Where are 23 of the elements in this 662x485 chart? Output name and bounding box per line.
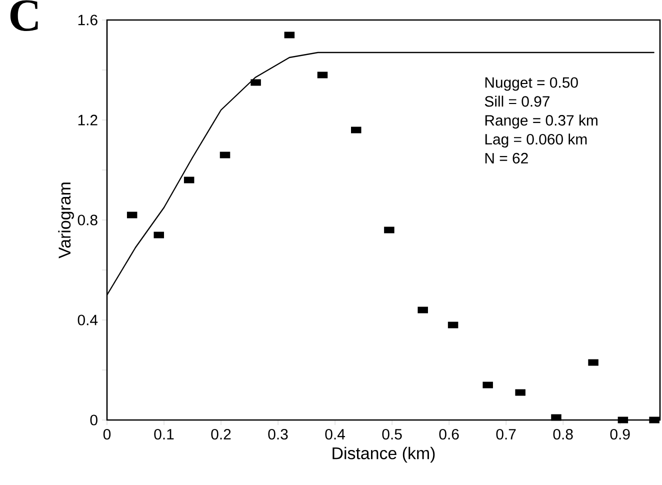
annotation: N = 62 xyxy=(485,152,528,164)
y-axis-title: Variogram xyxy=(58,182,74,258)
x-tick-label: 0 xyxy=(103,428,111,440)
annotation: Nugget = 0.50 xyxy=(485,77,578,91)
text: C xyxy=(10,0,38,31)
x-tick-label: 0.4 xyxy=(325,428,345,440)
y-tick-label: 0.8 xyxy=(78,214,98,226)
x-tick-label: 0.5 xyxy=(382,428,402,440)
y-tick-label: 0.4 xyxy=(78,314,98,326)
x-axis-title: Distance (km) xyxy=(332,446,435,463)
y-tick-label: 0 xyxy=(90,414,98,426)
annotation: Sill = 0.97 xyxy=(484,96,550,107)
x-tick-label: 0.9 xyxy=(610,428,630,440)
x-tick-label: 0.6 xyxy=(439,428,459,440)
annotation: Range = 0.37 km xyxy=(485,114,598,129)
x-tick-label: 0.3 xyxy=(268,428,288,440)
annotation: Lag = 0.060 km xyxy=(485,134,587,148)
x-tick-label: 0.1 xyxy=(154,428,174,440)
x-tick-label: 0.8 xyxy=(553,428,573,440)
x-tick-label: 0.2 xyxy=(211,428,231,440)
y-tick-label: 1.6 xyxy=(78,14,98,26)
x-tick-label: 0.7 xyxy=(496,428,516,440)
y-tick-label: 1.2 xyxy=(78,114,98,126)
